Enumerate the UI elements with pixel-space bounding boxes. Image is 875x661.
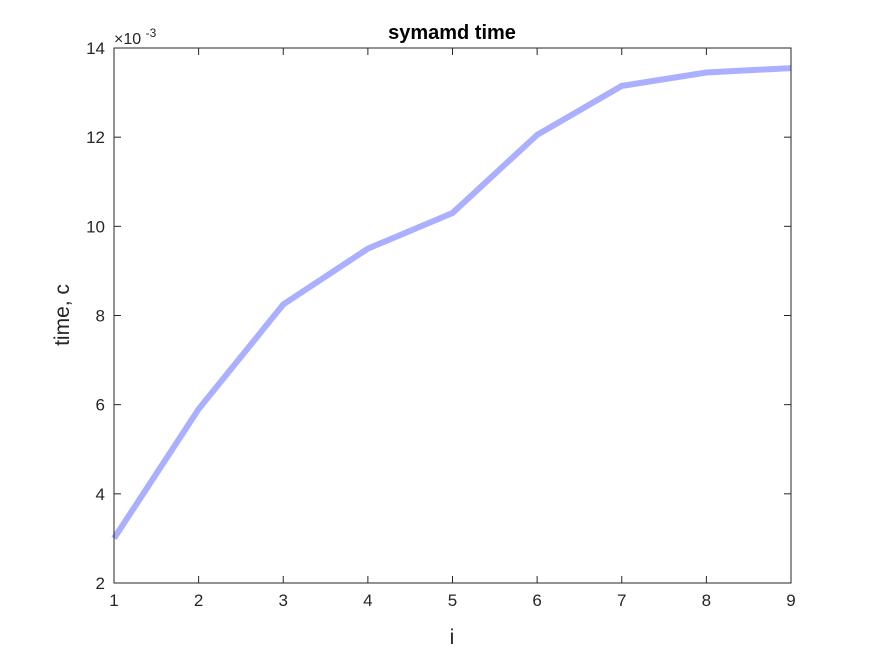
y-tick-label: 12 [86, 128, 105, 147]
x-tick-label: 6 [532, 591, 541, 610]
x-tick-label: 8 [702, 591, 711, 610]
y-tick-label: 4 [96, 485, 105, 504]
x-axis-label: i [450, 626, 455, 649]
y-tick-label: 2 [96, 574, 105, 593]
chart-title: symamd time [388, 22, 516, 44]
plot-background [114, 48, 791, 583]
x-tick-label: 5 [448, 591, 457, 610]
y-tick-label: 8 [96, 307, 105, 326]
x-tick-label: 3 [279, 591, 288, 610]
x-tick-label: 1 [109, 591, 118, 610]
y-tick-label: 10 [86, 217, 105, 236]
x-tick-label: 9 [786, 591, 795, 610]
y-axis-exponent: ×10 -3 [114, 26, 157, 48]
y-axis-exponent-power: -3 [146, 26, 157, 40]
y-axis-label: time, c [51, 284, 74, 346]
x-tick-label: 7 [617, 591, 626, 610]
y-tick-label: 6 [96, 396, 105, 415]
x-tick-label: 2 [194, 591, 203, 610]
y-axis-exponent-base: ×10 [114, 31, 141, 48]
x-tick-label: 4 [363, 591, 372, 610]
y-tick-label: 14 [86, 39, 105, 58]
